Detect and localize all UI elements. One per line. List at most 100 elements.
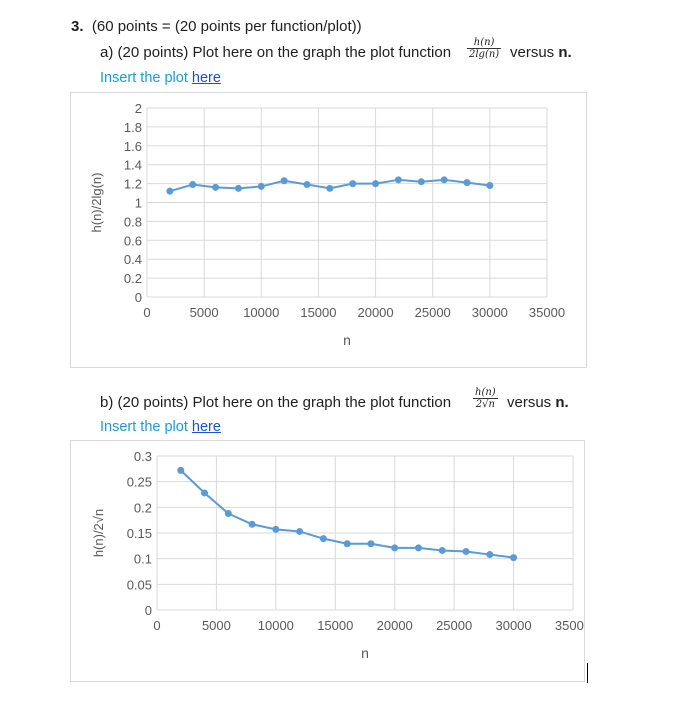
part-a-insert-text: Insert the plot [100, 70, 192, 86]
chart-b-xtick-label: 0 [153, 618, 160, 633]
chart-a-ytick-label: 0.4 [124, 252, 142, 267]
chart-b-data-point [438, 546, 446, 554]
part-a-insert: Insert the plot here [100, 70, 221, 86]
question-header: 3. (60 points = (20 points per function/… [71, 18, 362, 35]
chart-a-xtick-label: 5000 [190, 305, 219, 320]
part-a-var: n [558, 44, 568, 61]
chart-a-data-point [212, 183, 220, 191]
chart-b-data-point [510, 554, 518, 562]
chart-b-frame: 0 0.05 0.1 0.15 0.2 0.25 0.3 0 5000 10000 15000 200… [70, 440, 591, 682]
chart-a-data-point [372, 180, 380, 188]
part-a-versus: versus [510, 44, 559, 61]
chart-b-data-point [367, 540, 375, 548]
chart-b-data-point [391, 544, 399, 552]
chart-a-xtick-label: 25000 [415, 305, 451, 320]
chart-b-xtick-label: 25000 [436, 618, 472, 633]
part-a-here-link[interactable]: here [191, 70, 221, 86]
chart-a-xtick-label: 20000 [357, 305, 393, 320]
question-points: (60 points = (20 points per function/plo… [91, 18, 362, 35]
part-b-insert-text: Insert the plot [100, 419, 192, 435]
chart-a-ytick-label: 2 [135, 101, 142, 116]
chart-a-data-point [440, 176, 448, 184]
chart-b-xtick-label: 15000 [317, 618, 353, 633]
chart-b-data-point [414, 544, 422, 552]
chart-a-ytick-label: 1 [135, 196, 142, 211]
chart-a-ytick-label: 0.6 [124, 233, 142, 248]
chart-a-data-point [394, 176, 402, 184]
chart-a-xtick-label: 0 [143, 305, 150, 320]
chart-a-frame: 0 0.2 0.4 0.6 0.8 1 1.2 1.4 1.6 1.8 2 0 5000 10000 150… [70, 92, 587, 368]
part-a-frac-den: 2lg(n) [467, 48, 502, 60]
chart-a-ytick-label: 0.8 [124, 214, 142, 229]
chart-b-xtick-label: 10000 [258, 618, 294, 633]
chart-b-data-point [201, 489, 209, 497]
chart-b-ytick-label: 0.3 [134, 449, 152, 464]
chart-b-data-point [486, 551, 494, 559]
part-b-suffix: versus n. [507, 394, 569, 411]
part-b-end: . [564, 394, 569, 411]
chart-a-xtick-label: 10000 [243, 305, 279, 320]
part-b-var: n [555, 394, 565, 411]
chart-b-data-point [319, 535, 327, 543]
chart-b-data-point [343, 540, 351, 548]
question-number: 3. [71, 18, 84, 35]
chart-a-xtick-label: 35000 [529, 305, 565, 320]
chart-b-xlabel: n [361, 645, 369, 661]
chart-b-data-point [296, 527, 304, 535]
chart-a-ytick-label: 1.4 [124, 158, 142, 173]
part-b-fraction: h(n) 2√n [473, 387, 498, 410]
chart-b-xtick-label: 30000 [495, 618, 531, 633]
part-a-frac-num: h(n) [473, 37, 495, 48]
part-a-prompt: a) (20 points) Plot here on the graph th… [100, 44, 451, 61]
part-b-insert: Insert the plot here [100, 419, 221, 435]
chart-a-xtick-label: 30000 [472, 305, 508, 320]
chart-b-ytick-label: 0.15 [127, 526, 152, 541]
chart-a-data-point [189, 181, 197, 189]
chart-a-ytick-label: 1.6 [124, 139, 142, 154]
chart-b-data-point [462, 547, 470, 555]
chart-b-ytick-label: 0.2 [134, 500, 152, 515]
chart-a-ytick-label: 1.8 [124, 120, 142, 135]
chart-a-data-point [280, 177, 288, 185]
chart-b-ytick-label: 0.25 [127, 475, 152, 490]
part-a-end: . [567, 44, 572, 61]
part-b-prefix: b) (20 points) Plot here on the graph th… [100, 394, 452, 411]
chart-a-data-point [166, 187, 174, 195]
chart-b-data-point [224, 509, 232, 517]
part-b-frac-den: 2√n [473, 398, 498, 410]
part-a-suffix: versus n. [510, 44, 572, 61]
part-a-prefix: a) (20 points) Plot here on the graph th… [100, 44, 452, 61]
chart-a-data-point [234, 184, 242, 192]
chart-a-ytick-label: 1.2 [124, 177, 142, 192]
chart-a-data-point [303, 181, 311, 189]
chart-a: 0 0.2 0.4 0.6 0.8 1 1.2 1.4 1.6 1.8 2 0 5000 10000 150… [89, 101, 565, 348]
chart-b-ylabel: h(n)/2√n [91, 509, 106, 557]
chart-a-ytick-label: 0.2 [124, 271, 142, 286]
chart-a-ytick-label: 0 [135, 290, 142, 305]
part-b-prompt: b) (20 points) Plot here on the graph th… [100, 394, 451, 411]
chart-a-data-point [463, 179, 471, 187]
chart-b: 0 0.05 0.1 0.15 0.2 0.25 0.3 0 5000 10000 15000 200… [91, 449, 591, 661]
chart-b-data-point [177, 466, 185, 474]
chart-b-xtick-label: 20000 [377, 618, 413, 633]
chart-b-xtick-label: 35000 [555, 618, 584, 633]
chart-b-data-point [272, 525, 280, 533]
part-b-here-link[interactable]: here [191, 419, 221, 435]
chart-b-ytick-label: 0.05 [127, 577, 152, 592]
chart-b-xtick-label: 5000 [202, 618, 231, 633]
part-b-frac-num: h(n) [475, 387, 496, 398]
chart-a-ylabel: h(n)/2lg(n) [89, 173, 104, 233]
chart-a-data-point [326, 184, 334, 192]
chart-a-data-point [417, 178, 425, 186]
part-b-versus: versus [507, 394, 556, 411]
chart-a-data-point [486, 181, 494, 189]
chart-a-data-point [349, 180, 357, 188]
chart-b-ytick-label: 0.1 [134, 552, 152, 567]
chart-b-data-point [248, 520, 256, 528]
part-a-fraction: h(n) 2lg(n) [467, 37, 502, 60]
chart-a-xtick-label: 15000 [300, 305, 336, 320]
chart-a-data-point [257, 182, 265, 190]
text-cursor [587, 663, 588, 683]
chart-a-xlabel: n [343, 332, 351, 348]
chart-b-ytick-label: 0 [145, 603, 152, 618]
